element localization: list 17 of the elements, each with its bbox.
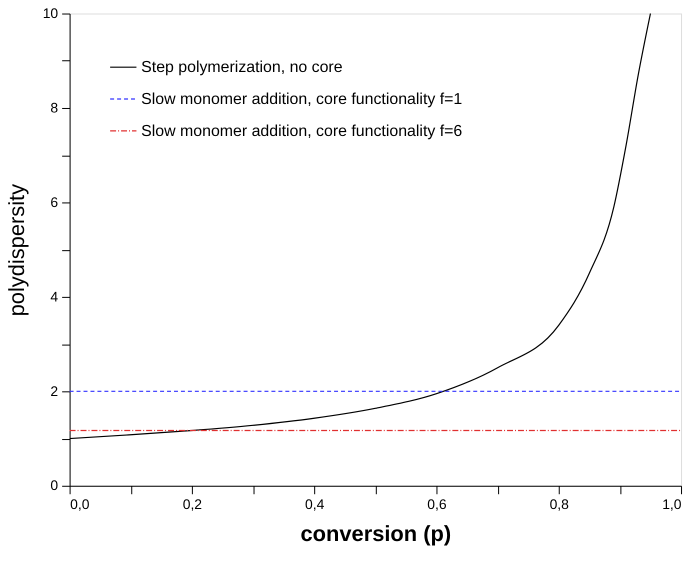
y-tick-label: 10 <box>42 5 58 21</box>
x-tick-label: 0,4 <box>304 496 325 512</box>
x-axis-title: conversion (p) <box>300 520 452 546</box>
legend-label: Slow monomer addition, core functionality f=1 <box>141 91 462 108</box>
x-tick-label: 1,0 <box>662 496 682 512</box>
legend-label: Step polymerization, no core <box>141 59 343 76</box>
legend-label: Slow monomer addition, core functionality f=6 <box>141 122 462 140</box>
y-tick-label: 0 <box>50 477 58 494</box>
y-axis-title: polydispersity <box>4 184 29 316</box>
y-tick-label: 4 <box>50 288 58 304</box>
y-tick-label: 8 <box>50 99 58 116</box>
x-tick-label: 0,6 <box>427 496 447 512</box>
y-tick-label: 2 <box>50 382 58 399</box>
x-tick-label: 0,8 <box>550 496 570 512</box>
y-tick-label: 6 <box>50 194 58 210</box>
x-tick-label: 0,0 <box>70 496 90 512</box>
x-tick-label: 0,2 <box>182 496 202 512</box>
